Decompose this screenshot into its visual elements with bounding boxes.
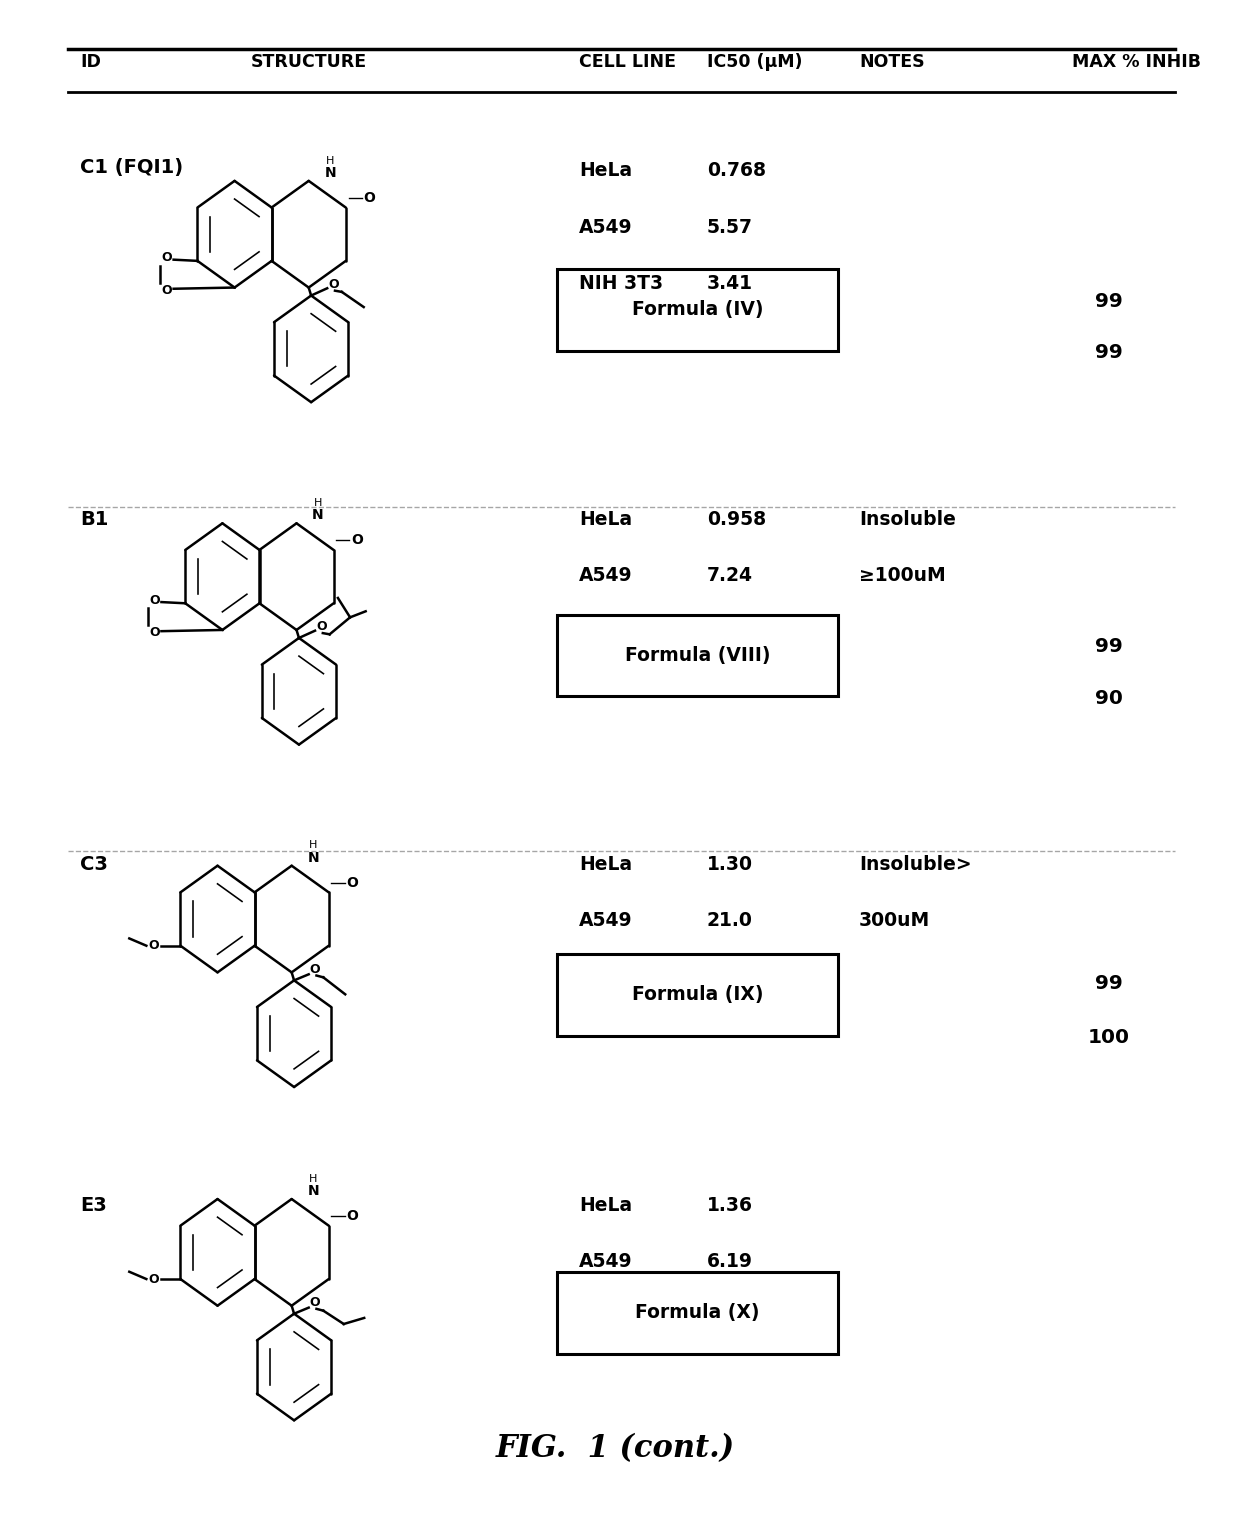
Text: N: N [312, 508, 324, 523]
Text: Insoluble: Insoluble [859, 511, 956, 529]
Text: A549: A549 [579, 566, 632, 586]
Text: NOTES: NOTES [859, 52, 925, 70]
Text: 100: 100 [1087, 1027, 1130, 1047]
Text: MAX % INHIB: MAX % INHIB [1073, 52, 1202, 70]
Text: O: O [149, 1272, 159, 1286]
Text: Formula (IV): Formula (IV) [632, 301, 764, 320]
FancyBboxPatch shape [557, 615, 838, 696]
Text: FIG.  1 (cont.): FIG. 1 (cont.) [496, 1434, 735, 1465]
Text: N: N [308, 1183, 319, 1199]
Text: O: O [351, 534, 363, 547]
Text: O: O [149, 939, 159, 953]
Text: N: N [325, 165, 336, 180]
Text: N: N [308, 850, 319, 865]
FancyBboxPatch shape [557, 1272, 838, 1353]
Text: O: O [149, 627, 160, 639]
Text: 99: 99 [1095, 344, 1122, 362]
Text: 7.24: 7.24 [707, 566, 753, 586]
Text: C1 (FQI1): C1 (FQI1) [79, 159, 184, 177]
Text: HeLa: HeLa [579, 162, 632, 180]
Text: 21.0: 21.0 [707, 911, 753, 931]
Text: 1.30: 1.30 [707, 855, 753, 875]
Text: NIH 3T3: NIH 3T3 [579, 274, 663, 292]
Text: O: O [310, 963, 320, 976]
Text: HeLa: HeLa [579, 511, 632, 529]
Text: 1.36: 1.36 [707, 1196, 753, 1216]
Text: 99: 99 [1095, 638, 1122, 656]
Text: O: O [346, 876, 358, 890]
Text: O: O [329, 278, 339, 291]
Text: E3: E3 [79, 1196, 107, 1216]
Text: H: H [309, 841, 317, 850]
Text: O: O [161, 284, 172, 297]
Text: Insoluble>: Insoluble> [859, 855, 972, 875]
Text: A549: A549 [579, 911, 632, 931]
Text: 0.768: 0.768 [707, 162, 766, 180]
Text: HeLa: HeLa [579, 855, 632, 875]
Text: H: H [326, 156, 335, 165]
Text: STRUCTURE: STRUCTURE [250, 52, 367, 70]
Text: 99: 99 [1095, 974, 1122, 992]
Text: O: O [346, 1209, 358, 1223]
Text: O: O [161, 251, 172, 265]
Text: 3.41: 3.41 [707, 274, 753, 292]
Text: 0.958: 0.958 [707, 511, 766, 529]
Text: O: O [363, 191, 376, 205]
Text: H: H [309, 1174, 317, 1183]
Text: O: O [310, 1297, 320, 1309]
Text: 6.19: 6.19 [707, 1252, 753, 1272]
Text: Formula (IX): Formula (IX) [632, 985, 764, 1005]
Text: A549: A549 [579, 217, 632, 237]
Text: C3: C3 [79, 855, 108, 875]
FancyBboxPatch shape [557, 269, 838, 350]
Text: B1: B1 [79, 511, 108, 529]
FancyBboxPatch shape [557, 954, 838, 1035]
Text: Formula (X): Formula (X) [635, 1303, 760, 1323]
Text: H: H [314, 498, 322, 508]
Text: A549: A549 [579, 1252, 632, 1272]
Text: 99: 99 [1095, 292, 1122, 310]
Text: 90: 90 [1095, 688, 1122, 708]
Text: IC50 (μM): IC50 (μM) [707, 52, 802, 70]
Text: O: O [316, 621, 326, 633]
Text: ID: ID [79, 52, 100, 70]
Text: CELL LINE: CELL LINE [579, 52, 676, 70]
Text: 300uM: 300uM [859, 911, 930, 931]
Text: HeLa: HeLa [579, 1196, 632, 1216]
Text: 5.57: 5.57 [707, 217, 753, 237]
Text: Formula (VIII): Formula (VIII) [625, 645, 770, 665]
Text: ≥100uM: ≥100uM [859, 566, 946, 586]
Text: O: O [149, 593, 160, 607]
